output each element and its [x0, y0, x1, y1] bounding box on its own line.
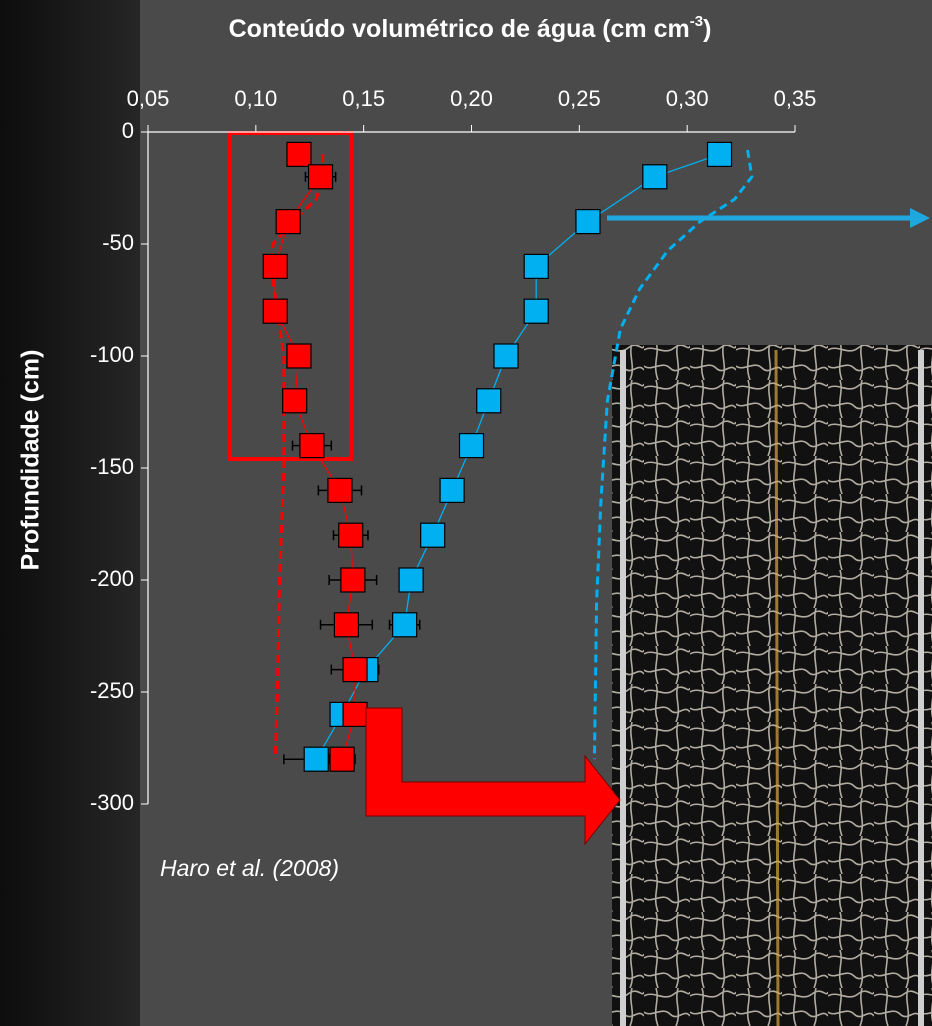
x-tick-label: 0,30 [666, 86, 709, 111]
y-tick-label: -50 [102, 230, 134, 255]
data-point [494, 344, 518, 368]
page: {"chart_data": { "type": "scatter", "tit… [0, 0, 932, 1026]
data-point [343, 702, 367, 726]
data-point [276, 210, 300, 234]
data-point [304, 747, 328, 771]
data-point [334, 613, 358, 637]
data-point [287, 344, 311, 368]
data-point [643, 165, 667, 189]
x-tick-label: 0,20 [450, 86, 493, 111]
x-tick-label: 0,15 [342, 86, 385, 111]
root-photo [612, 345, 932, 1026]
citation: Haro et al. (2008) [160, 855, 339, 881]
title-superscript: -3 [690, 13, 703, 30]
data-point [477, 389, 501, 413]
x-tick-label: 0,35 [774, 86, 817, 111]
data-point [328, 478, 352, 502]
red-arrow [366, 708, 620, 844]
data-point [343, 658, 367, 682]
data-point [524, 299, 548, 323]
x-tick-label: 0,05 [127, 86, 170, 111]
title-suffix: ) [703, 15, 711, 43]
title-text: Conteúdo volumétrico de água (cm cm [229, 15, 690, 43]
data-point [708, 142, 732, 166]
x-tick-label: 0,25 [558, 86, 601, 111]
y-tick-label: -200 [90, 566, 134, 591]
data-point [309, 165, 333, 189]
chart-title: Conteúdo volumétrico de água (cm cm-3) [229, 13, 712, 43]
data-point [287, 142, 311, 166]
data-point [283, 389, 307, 413]
y-tick-label: -150 [90, 454, 134, 479]
data-point [421, 523, 445, 547]
y-tick-label: -300 [90, 790, 134, 815]
data-point [576, 210, 600, 234]
blue-arrow [607, 208, 930, 228]
y-tick-label: 0 [122, 118, 134, 143]
y-tick-label: -250 [90, 678, 134, 703]
chart: 0,05 0,10 0,15 0,20 0,25 0,30 0,35 0 -50 -100 -150… [0, 0, 932, 1026]
data-point [263, 254, 287, 278]
data-point [524, 254, 548, 278]
x-tick-label: 0,10 [234, 86, 277, 111]
data-point [330, 747, 354, 771]
y-tick-label: -100 [90, 342, 134, 367]
data-point [341, 568, 365, 592]
data-point [440, 478, 464, 502]
data-point [460, 434, 484, 458]
data-point [399, 568, 423, 592]
data-point [339, 523, 363, 547]
data-point [263, 299, 287, 323]
y-axis-label: Profundidade (cm) [17, 350, 45, 571]
data-point [393, 613, 417, 637]
data-point [300, 434, 324, 458]
